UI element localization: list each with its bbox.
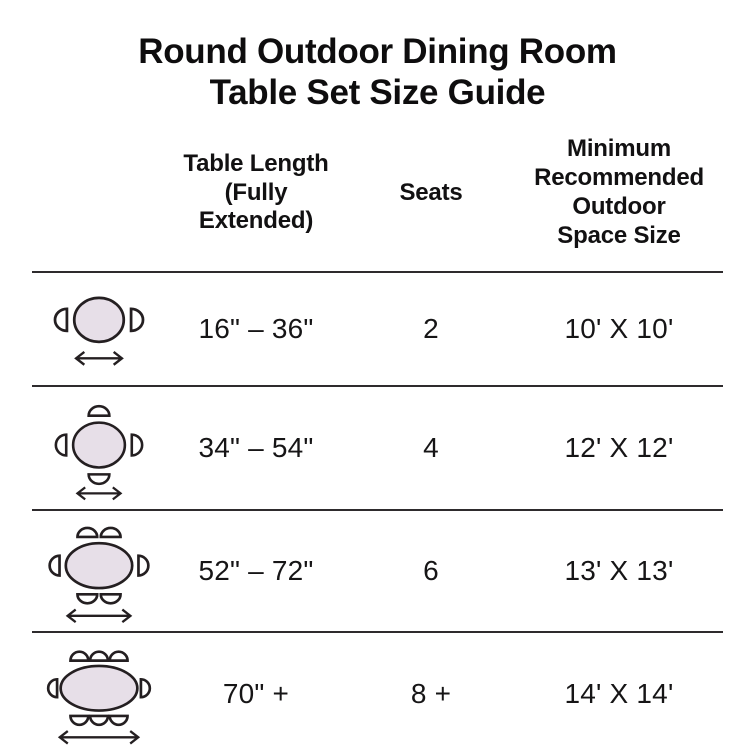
page-title-line-2: Table Set Size Guide	[209, 72, 546, 112]
oval-table-icon	[58, 664, 139, 712]
page-title: Round Outdoor Dining Room Table Set Size…	[0, 0, 755, 115]
seats-value: 4	[423, 432, 439, 463]
space-size-value: 12' X 12'	[564, 432, 674, 463]
page-title-line-1: Round Outdoor Dining Room	[138, 32, 617, 71]
chair-left-icon	[54, 432, 68, 457]
chair-bottom-right-icon	[107, 714, 129, 726]
width-arrow-icon	[73, 350, 124, 366]
round-table-top-view-2-chairs-icon	[53, 296, 144, 366]
chair-top-left-icon	[68, 649, 90, 662]
seats-value: 8 +	[410, 678, 452, 709]
header-table-length: Table Length (Fully Extended)	[165, 150, 347, 236]
round-table-top-view-4-chairs-icon	[54, 404, 143, 500]
header-space-size-line-4: Space Size	[557, 221, 681, 249]
chair-bottom-left-icon	[75, 592, 99, 605]
oval-table-icon	[63, 541, 134, 590]
chair-top-icon	[86, 404, 111, 417]
width-arrow-icon	[75, 485, 122, 500]
table-icon-cell	[47, 395, 151, 502]
table-length-value: 52" – 72"	[198, 555, 314, 586]
header-table-length-line-1: Table Length	[183, 149, 329, 177]
header-space-size-line-3: Outdoor	[572, 193, 666, 220]
table-icon-cell	[38, 517, 160, 625]
header-space-size: Minimum Recommended Outdoor Space Size	[534, 135, 704, 250]
chair-right-icon	[129, 432, 143, 457]
width-arrow-icon	[57, 729, 140, 744]
chair-right-icon	[136, 554, 150, 577]
chair-bottom-center-icon	[88, 714, 109, 726]
width-arrow-icon	[65, 608, 132, 624]
round-table-icon	[71, 420, 126, 469]
table-row: 70" + 8 + 14' X 14'	[32, 631, 723, 755]
chair-top-right-icon	[107, 649, 129, 662]
header-table-length-line-2: (Fully Extended)	[198, 178, 314, 235]
table-length-value: 16" – 36"	[198, 313, 314, 344]
oval-table-top-view-8-chairs-icon	[46, 649, 151, 744]
seats-value: 6	[423, 555, 439, 586]
chair-bottom-left-icon	[68, 714, 90, 726]
header-space-size-line-1: Minimum	[567, 135, 671, 163]
header-seats: Seats	[399, 178, 463, 206]
table-row: 52" – 72" 6 13' X 13'	[32, 509, 723, 631]
table-row: 16" – 36" 2 10' X 10'	[32, 271, 723, 385]
header-space-size-line-2: Recommended	[534, 164, 704, 192]
chair-top-right-icon	[98, 526, 122, 539]
space-size-value: 14' X 14'	[564, 678, 674, 709]
table-length-value: 34" – 54"	[198, 432, 314, 463]
chair-right-icon	[139, 677, 151, 699]
seats-value: 2	[423, 313, 439, 344]
chair-right-icon	[129, 307, 144, 333]
chair-bottom-right-icon	[98, 592, 122, 605]
oval-table-top-view-6-chairs-icon	[47, 526, 150, 624]
table-row: 34" – 54" 4 12' X 12'	[32, 385, 723, 509]
chair-left-icon	[53, 307, 68, 333]
chair-top-left-icon	[75, 526, 99, 539]
table-icon-cell	[44, 285, 154, 373]
table-icon-cell	[32, 641, 166, 748]
space-size-value: 10' X 10'	[564, 313, 674, 344]
round-table-icon	[72, 296, 125, 344]
chair-bottom-icon	[86, 472, 111, 485]
table-length-value: 70" +	[222, 678, 290, 709]
space-size-value: 13' X 13'	[564, 555, 674, 586]
chair-top-center-icon	[88, 649, 109, 662]
chair-left-icon	[47, 554, 61, 577]
table-header-row: Table Length (Fully Extended) Seats Mini…	[32, 115, 723, 271]
chair-left-icon	[46, 677, 58, 699]
